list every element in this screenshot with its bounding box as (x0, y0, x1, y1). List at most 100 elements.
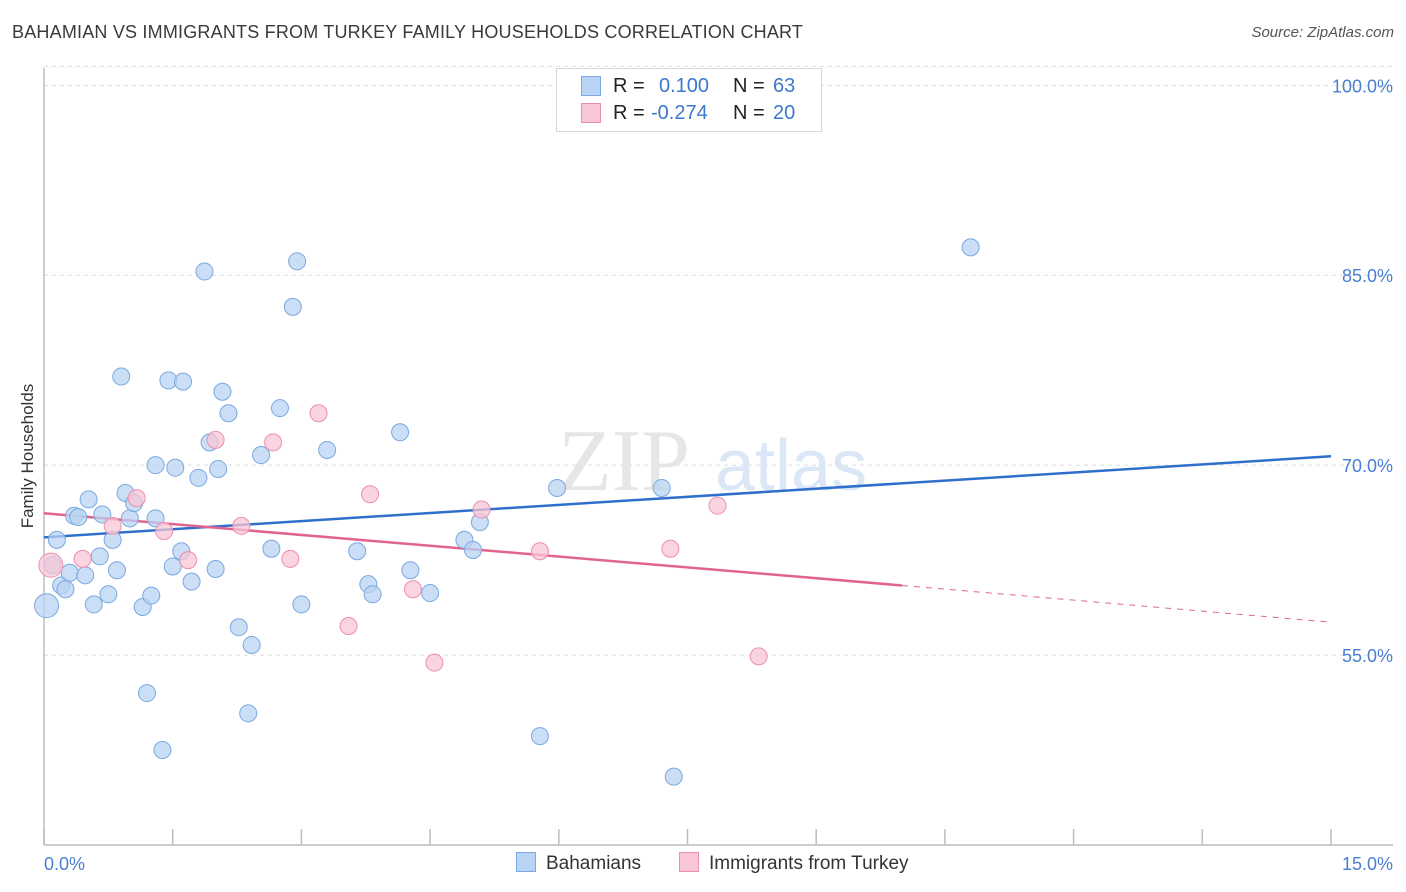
data-point-blue (99, 585, 118, 604)
legend-r-label: R = (613, 102, 645, 124)
bottom-legend-turkey: Immigrants from Turkey (679, 852, 909, 875)
data-point-pink (232, 516, 251, 535)
axes (43, 68, 1393, 846)
data-point-blue (242, 635, 261, 654)
x-tick-label: 15.0% (1342, 854, 1393, 874)
data-point-blue (60, 563, 79, 582)
data-point-pink (361, 485, 380, 504)
data-point-blue (292, 595, 311, 614)
data-point-pink (155, 522, 174, 540)
trend-line-turkey-extension (901, 584, 1332, 623)
x-tick-label: 0.0% (44, 854, 85, 874)
data-point-pink (264, 433, 283, 452)
legend-n-label: N = (733, 75, 765, 97)
watermark: ZIP atlas (558, 413, 867, 510)
legend-n-value: 20 (773, 102, 796, 124)
legend-r-label: R = (613, 75, 645, 97)
data-point-blue (239, 704, 258, 723)
data-point-blue (961, 238, 980, 257)
data-point-pink (281, 549, 300, 568)
data-point-blue (79, 490, 98, 509)
data-point-pink (530, 542, 549, 561)
bottom-legend-bahamians: Bahamians (516, 852, 641, 875)
data-point-pink (309, 404, 328, 423)
data-point-blue (137, 684, 156, 703)
data-point-blue (288, 252, 307, 271)
legend-r-value: 0.100 (659, 75, 710, 97)
data-point-blue (142, 586, 161, 605)
legend-swatch-blue (581, 76, 601, 96)
data-point-blue (421, 584, 440, 603)
data-point-blue (189, 468, 208, 487)
data-point-blue (120, 509, 139, 528)
legend-n-label: N = (733, 102, 765, 124)
legend-r-value: -0.274 (651, 102, 708, 124)
data-point-blue (146, 456, 165, 475)
data-point-blue (146, 509, 165, 528)
data-point-blue (252, 446, 271, 465)
bottom-legend-label: Bahamians (546, 853, 642, 874)
data-point-blue (530, 727, 549, 746)
bottom-legend-label: Immigrants from Turkey (709, 853, 909, 874)
data-point-blue (153, 741, 172, 760)
data-point-blue (652, 478, 671, 497)
y-tick-label: 70.0% (1342, 456, 1393, 476)
source-label: Source: ZipAtlas.com (1251, 24, 1394, 41)
data-point-pink (206, 430, 225, 449)
data-point-blue (112, 367, 131, 386)
data-point-blue (270, 399, 289, 418)
data-point-pink (103, 516, 122, 535)
data-point-blue (195, 262, 214, 281)
bottom-legend-swatch-blue (516, 852, 536, 872)
correlation-legend: R = 0.100 N = 63 R = -0.274 N = 20 (556, 68, 822, 132)
data-point-blue (464, 540, 482, 559)
data-point-pink (179, 551, 198, 570)
data-point-blue (182, 572, 201, 591)
data-point-blue (173, 372, 192, 391)
data-point-pink (339, 616, 358, 635)
data-point-blue (318, 440, 337, 459)
data-point-pink (472, 500, 491, 519)
data-point-blue (84, 595, 103, 614)
x-tick-labels: 0.0% 15.0% (44, 854, 1393, 874)
data-point-blue (93, 505, 112, 524)
data-point-blue (47, 530, 66, 549)
y-tick-labels: 55.0% 70.0% 85.0% 100.0% (1332, 76, 1393, 666)
data-point-blue (76, 566, 95, 585)
data-point-blue (209, 459, 228, 478)
data-point-blue (401, 561, 420, 580)
data-point-blue (206, 559, 225, 578)
data-point-pink (425, 653, 444, 672)
data-point-blue (34, 593, 60, 619)
y-tick-label: 55.0% (1342, 646, 1393, 666)
legend-swatch-pink (581, 103, 601, 123)
data-point-blue (69, 508, 88, 527)
y-tick-label: 100.0% (1332, 76, 1393, 96)
data-points (34, 238, 980, 786)
data-point-pink (708, 496, 727, 515)
data-point-blue (363, 585, 382, 604)
data-point-blue (348, 542, 367, 561)
data-point-blue (213, 382, 232, 401)
data-point-pink (661, 539, 680, 558)
bottom-legend-swatch-pink (679, 852, 699, 872)
data-point-pink (127, 489, 146, 508)
data-point-pink (749, 647, 768, 666)
data-point-pink (38, 552, 64, 578)
y-tick-label: 85.0% (1342, 266, 1393, 286)
data-point-pink (73, 549, 92, 568)
data-point-blue (219, 404, 238, 423)
grid-lines (44, 65, 1393, 656)
data-point-blue (163, 557, 182, 576)
data-point-blue (391, 423, 410, 442)
data-point-blue (262, 539, 281, 558)
data-point-pink (403, 580, 422, 599)
data-point-blue (56, 580, 75, 599)
watermark-zip: ZIP (558, 413, 690, 510)
data-point-blue (107, 561, 126, 580)
data-point-blue (664, 767, 683, 786)
data-point-blue (90, 547, 109, 566)
data-point-blue (166, 458, 185, 477)
data-point-blue (548, 478, 567, 497)
